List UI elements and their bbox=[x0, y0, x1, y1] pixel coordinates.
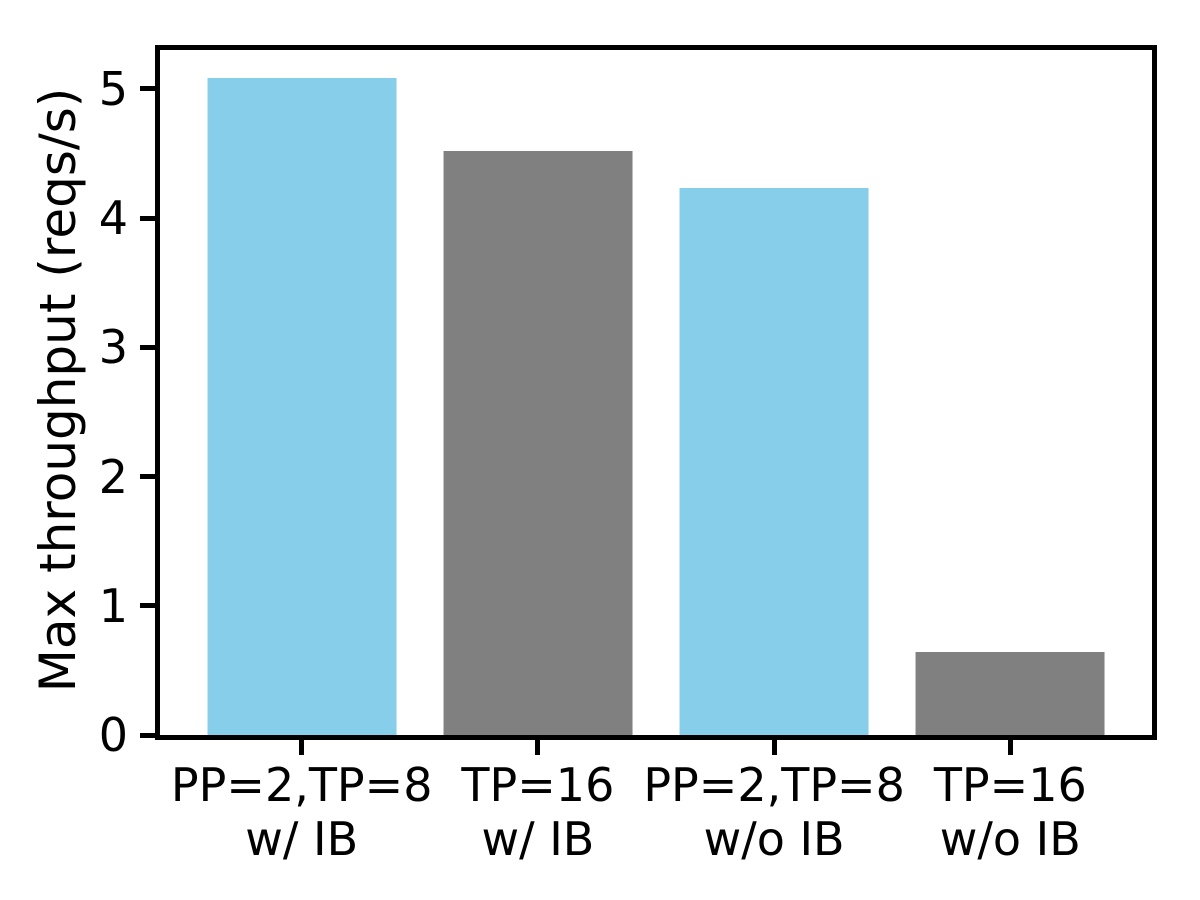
x-tick-label: PP=2,TP=8 w/o IB bbox=[643, 758, 905, 866]
y-tick-mark bbox=[140, 215, 155, 221]
x-tick-label: TP=16 w/ IB bbox=[461, 758, 615, 866]
y-tick-mark bbox=[140, 732, 155, 738]
y-tick-mark bbox=[140, 474, 155, 479]
bar-0 bbox=[207, 78, 397, 735]
x-tick-mark bbox=[771, 740, 777, 755]
y-tick-label: 1 bbox=[98, 578, 128, 633]
bar-1 bbox=[443, 150, 633, 735]
x-tick-mark bbox=[299, 740, 305, 755]
y-tick-mark bbox=[140, 603, 155, 609]
y-tick-label: 4 bbox=[98, 191, 128, 246]
y-tick-mark bbox=[140, 86, 155, 92]
y-tick-label: 0 bbox=[98, 708, 128, 762]
x-tick-mark bbox=[1007, 740, 1013, 755]
y-tick-label: 5 bbox=[98, 61, 128, 116]
y-tick-mark bbox=[140, 344, 155, 350]
bar-2 bbox=[679, 188, 869, 735]
x-tick-label: TP=16 w/o IB bbox=[933, 758, 1087, 866]
x-tick-label: PP=2,TP=8 w/ IB bbox=[170, 758, 433, 866]
y-tick-label: 3 bbox=[98, 320, 128, 375]
plot-area bbox=[155, 45, 1157, 740]
x-tick-mark bbox=[535, 740, 541, 755]
y-tick-label: 2 bbox=[98, 449, 128, 504]
bar-3 bbox=[915, 652, 1105, 735]
